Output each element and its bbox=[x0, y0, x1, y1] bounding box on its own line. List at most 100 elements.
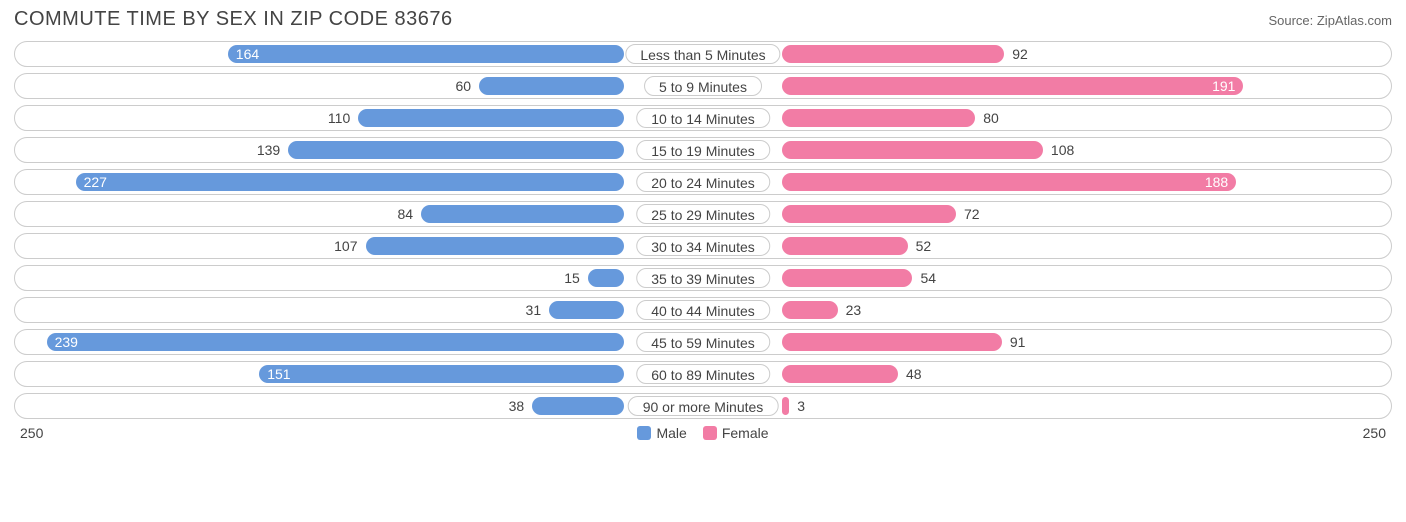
category-pill: 40 to 44 Minutes bbox=[636, 300, 770, 320]
female-bar bbox=[782, 141, 1043, 159]
female-half: 54 bbox=[703, 266, 1391, 290]
female-bar bbox=[782, 397, 789, 415]
table-row: 15 54 35 to 39 Minutes bbox=[14, 265, 1392, 291]
female-value: 108 bbox=[1051, 138, 1074, 162]
male-bar bbox=[588, 269, 624, 287]
table-row: 847225 to 29 Minutes bbox=[14, 201, 1392, 227]
female-value: 48 bbox=[906, 362, 922, 386]
female-bar bbox=[782, 237, 908, 255]
female-bar bbox=[782, 365, 898, 383]
female-bar bbox=[782, 301, 838, 319]
female-value: 54 bbox=[920, 266, 936, 290]
female-bar bbox=[782, 109, 975, 127]
table-row: 31 23 40 to 44 Minutes bbox=[14, 297, 1392, 323]
axis-row: 250 Male Female 250 bbox=[14, 425, 1392, 441]
chart-title: COMMUTE TIME BY SEX IN ZIP CODE 83676 bbox=[14, 8, 453, 31]
male-half: 60 bbox=[15, 74, 703, 98]
male-bar bbox=[47, 333, 624, 351]
category-pill: 35 to 39 Minutes bbox=[636, 268, 770, 288]
male-half: 107 bbox=[15, 234, 703, 258]
female-half: 3 bbox=[703, 394, 1391, 418]
category-pill: 20 to 24 Minutes bbox=[636, 172, 770, 192]
male-bar bbox=[366, 237, 625, 255]
male-half: 31 bbox=[15, 298, 703, 322]
female-half: 188 bbox=[703, 170, 1391, 194]
male-bar bbox=[76, 173, 624, 191]
category-pill: 45 to 59 Minutes bbox=[636, 332, 770, 352]
male-value: 139 bbox=[257, 138, 280, 162]
male-half: 151 bbox=[15, 362, 703, 386]
male-half: 239 bbox=[15, 330, 703, 354]
category-pill: 5 to 9 Minutes bbox=[644, 76, 762, 96]
female-bar bbox=[782, 333, 1002, 351]
male-half: 15 bbox=[15, 266, 703, 290]
female-bar bbox=[782, 269, 912, 287]
female-value: 80 bbox=[983, 106, 999, 130]
female-bar bbox=[782, 173, 1236, 191]
category-pill: 10 to 14 Minutes bbox=[636, 108, 770, 128]
female-half: 52 bbox=[703, 234, 1391, 258]
female-half: 23 bbox=[703, 298, 1391, 322]
male-half: 38 bbox=[15, 394, 703, 418]
female-half: 191 bbox=[703, 74, 1391, 98]
female-half: 80 bbox=[703, 106, 1391, 130]
female-value: 3 bbox=[797, 394, 805, 418]
male-bar bbox=[479, 77, 624, 95]
axis-left-max: 250 bbox=[20, 425, 43, 441]
table-row: 16492Less than 5 Minutes bbox=[14, 41, 1392, 67]
table-row: 60 191 5 to 9 Minutes bbox=[14, 73, 1392, 99]
legend: Male Female bbox=[637, 425, 768, 441]
male-half: 84 bbox=[15, 202, 703, 226]
table-row: 38 3 90 or more Minutes bbox=[14, 393, 1392, 419]
male-swatch bbox=[637, 426, 651, 440]
table-row: 1075230 to 34 Minutes bbox=[14, 233, 1392, 259]
male-bar bbox=[532, 397, 624, 415]
male-value: 110 bbox=[328, 106, 350, 130]
female-swatch bbox=[703, 426, 717, 440]
male-value: 239 bbox=[55, 330, 78, 354]
female-value: 188 bbox=[1205, 170, 1228, 194]
table-row: 227 188 20 to 24 Minutes bbox=[14, 169, 1392, 195]
axis-right-max: 250 bbox=[1363, 425, 1386, 441]
legend-female-label: Female bbox=[722, 425, 769, 441]
male-bar bbox=[228, 45, 624, 63]
female-half: 72 bbox=[703, 202, 1391, 226]
female-value: 92 bbox=[1012, 42, 1028, 66]
male-value: 164 bbox=[236, 42, 259, 66]
chart-container: COMMUTE TIME BY SEX IN ZIP CODE 83676 So… bbox=[0, 0, 1406, 447]
female-value: 72 bbox=[964, 202, 980, 226]
male-bar bbox=[358, 109, 624, 127]
category-pill: 15 to 19 Minutes bbox=[636, 140, 770, 160]
male-bar bbox=[288, 141, 624, 159]
female-value: 23 bbox=[846, 298, 862, 322]
male-value: 107 bbox=[334, 234, 357, 258]
male-value: 31 bbox=[526, 298, 542, 322]
female-bar bbox=[782, 205, 956, 223]
female-bar bbox=[782, 77, 1243, 95]
table-row: 1514860 to 89 Minutes bbox=[14, 361, 1392, 387]
table-row: 139 108 15 to 19 Minutes bbox=[14, 137, 1392, 163]
header: COMMUTE TIME BY SEX IN ZIP CODE 83676 So… bbox=[14, 8, 1392, 31]
male-half: 227 bbox=[15, 170, 703, 194]
male-value: 38 bbox=[509, 394, 525, 418]
female-half: 91 bbox=[703, 330, 1391, 354]
legend-male-label: Male bbox=[656, 425, 686, 441]
female-bar bbox=[782, 45, 1004, 63]
male-bar bbox=[421, 205, 624, 223]
male-value: 151 bbox=[267, 362, 290, 386]
female-half: 108 bbox=[703, 138, 1391, 162]
category-pill: 90 or more Minutes bbox=[628, 396, 779, 416]
male-value: 60 bbox=[455, 74, 471, 98]
male-value: 15 bbox=[564, 266, 580, 290]
female-half: 48 bbox=[703, 362, 1391, 386]
male-bar bbox=[259, 365, 624, 383]
chart-source: Source: ZipAtlas.com bbox=[1268, 13, 1392, 28]
male-half: 110 bbox=[15, 106, 703, 130]
female-half: 92 bbox=[703, 42, 1391, 66]
table-row: 110 80 10 to 14 Minutes bbox=[14, 105, 1392, 131]
female-value: 52 bbox=[916, 234, 932, 258]
female-value: 191 bbox=[1212, 74, 1235, 98]
male-half: 164 bbox=[15, 42, 703, 66]
male-bar bbox=[549, 301, 624, 319]
male-half: 139 bbox=[15, 138, 703, 162]
